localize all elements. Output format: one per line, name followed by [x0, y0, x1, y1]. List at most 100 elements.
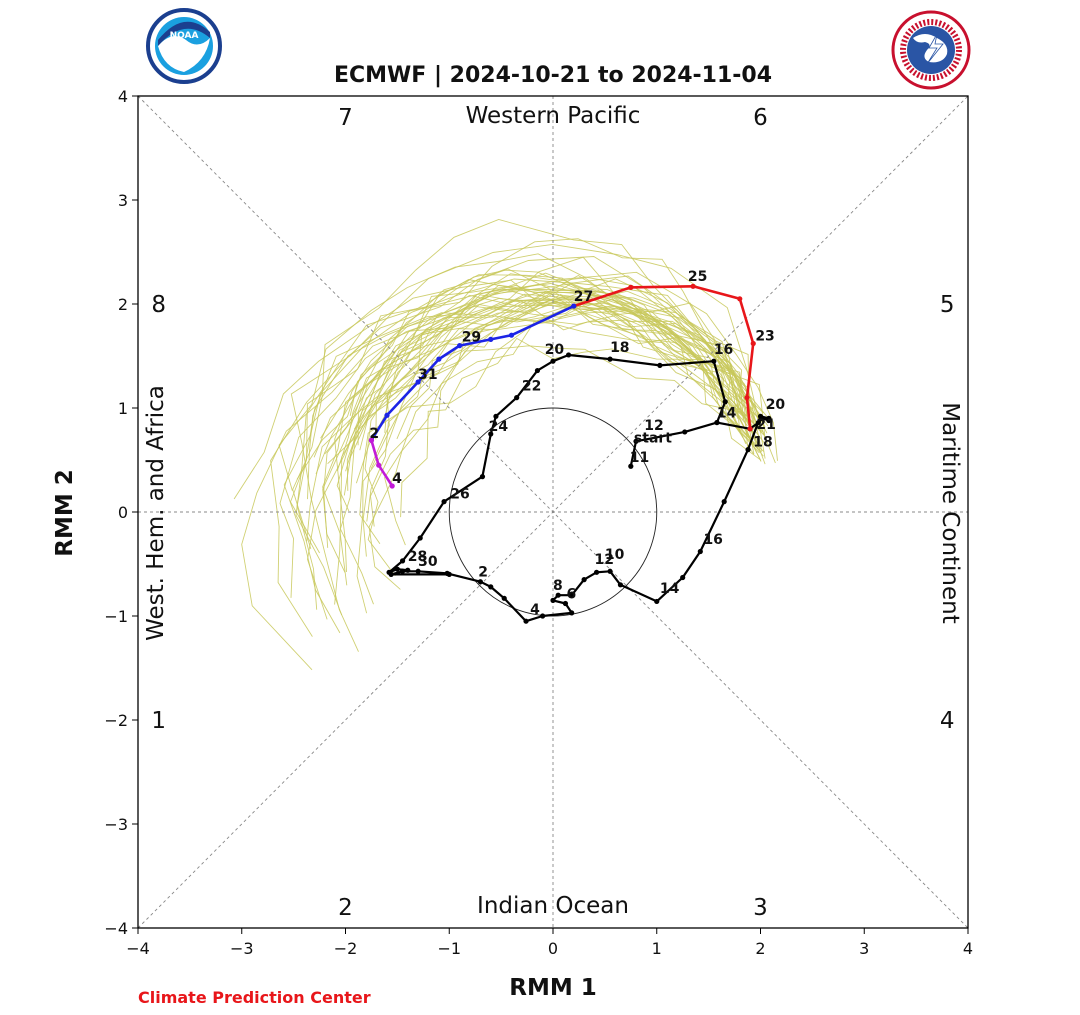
series-point-observed [581, 577, 587, 583]
region-label-maritime-continent: Maritime Continent [937, 402, 963, 624]
series-point-observed [569, 610, 575, 616]
ensemble-line [307, 298, 762, 620]
series-point-observed [745, 447, 751, 453]
point-label: 4 [392, 471, 402, 487]
series-point-observed [540, 613, 546, 619]
series-point-observed-start [628, 463, 634, 469]
series-point-observed [534, 367, 541, 374]
ensemble-line [384, 300, 761, 461]
series-point-observed [697, 548, 703, 555]
series-point-observed-start [633, 438, 639, 444]
x-tick-label: −2 [334, 939, 358, 958]
phase-label-3: 3 [753, 895, 768, 921]
phase-label-7: 7 [338, 105, 353, 131]
ensemble-line [336, 289, 744, 512]
ensemble-line [313, 268, 749, 458]
series-point-observed [523, 618, 529, 624]
phase-guides [137, 95, 969, 929]
series-point-forecast-magenta [389, 483, 395, 489]
series-point-forecast-blue [488, 336, 494, 342]
series-line-observed [388, 353, 770, 623]
series-point-observed [441, 499, 447, 505]
point-label: 21 [756, 417, 775, 433]
ensemble-members [233, 219, 778, 671]
ensemble-line [370, 303, 747, 469]
ensemble-line [384, 295, 763, 546]
series-point-observed [555, 592, 561, 598]
y-tick-label: 1 [118, 399, 128, 418]
series-line-observed-start [629, 421, 718, 467]
ensemble-line [345, 290, 757, 472]
series-point-observed-start [714, 419, 720, 426]
x-tick-label: −4 [126, 939, 150, 958]
region-label-west-hem-africa: West. Hem. and Africa [143, 385, 169, 641]
series-point-observed [550, 358, 556, 364]
national-weather-service-logo-icon [891, 10, 971, 90]
ensemble-line [279, 289, 753, 598]
phase-label-2: 2 [338, 895, 353, 921]
series-point-observed [607, 356, 613, 362]
x-tick-label: 1 [652, 939, 662, 958]
x-tick-label: 4 [963, 939, 973, 958]
x-tick-label: 0 [548, 939, 558, 958]
y-tick-label: 0 [118, 503, 128, 522]
point-label: 4 [530, 602, 540, 618]
ensemble-line [355, 274, 766, 484]
y-tick-label: 2 [118, 295, 128, 314]
series-point-observed [488, 584, 494, 590]
series-point-observed [607, 568, 613, 574]
series-point-observed [399, 558, 406, 564]
series-point-observed [759, 415, 766, 421]
svg-text:NOAA: NOAA [170, 31, 199, 41]
ensemble-line [349, 302, 766, 459]
y-axis-label: RMM 2 [52, 469, 78, 557]
series-point-observed [514, 395, 520, 401]
series-point-observed [722, 399, 728, 405]
point-labels: 28302468101214161820211416182022242612st… [369, 269, 785, 618]
series-point-observed [550, 597, 556, 604]
series-point-observed [415, 568, 421, 574]
series-point-observed [405, 567, 411, 573]
point-label: 25 [688, 269, 707, 285]
series-point-observed [654, 598, 660, 605]
point-label: 12 [644, 418, 663, 434]
point-label: 18 [753, 434, 772, 450]
point-label: start [634, 430, 672, 446]
guide-diagonal [626, 585, 969, 929]
series-point-observed [766, 417, 772, 424]
series-point-forecast-blue [436, 356, 442, 362]
phase-labels: 12 3 4 5 6 7 8 [151, 105, 954, 921]
guide-diagonal [137, 585, 480, 929]
series-point-observed [593, 569, 600, 575]
y-tick-label: −3 [104, 815, 128, 834]
series-point-forecast-red [744, 395, 750, 401]
point-label: 31 [418, 367, 437, 383]
point-label: 11 [630, 450, 649, 466]
ensemble-line [400, 337, 754, 518]
series-point-observed [399, 568, 406, 574]
point-label: 27 [574, 289, 593, 305]
chart-title: ECMWF | 2024-10-21 to 2024-11-04 [334, 63, 772, 88]
ensemble-line [322, 304, 766, 586]
ensemble-line [290, 284, 764, 554]
phase-label-5: 5 [940, 292, 955, 318]
guide-diagonal [479, 438, 627, 586]
ensemble-line [241, 275, 752, 671]
phase-label-8: 8 [151, 292, 166, 318]
series-point-observed [386, 569, 392, 575]
series-point-observed [417, 535, 423, 541]
series-point-observed [479, 474, 486, 480]
ensemble-line [270, 256, 766, 637]
y-tick-label: −1 [104, 607, 128, 626]
series-point-observed [477, 579, 483, 585]
series-point-forecast-red [747, 426, 753, 432]
ensemble-line [359, 302, 759, 451]
series-point-observed [657, 362, 663, 368]
series-point-forecast-blue [457, 343, 463, 349]
point-label: 2 [478, 564, 488, 580]
series-point-forecast-blue [384, 412, 390, 418]
point-label: 6 [566, 586, 576, 602]
point-label: 23 [755, 328, 774, 344]
point-label: 18 [610, 340, 629, 356]
data-series [368, 283, 772, 624]
